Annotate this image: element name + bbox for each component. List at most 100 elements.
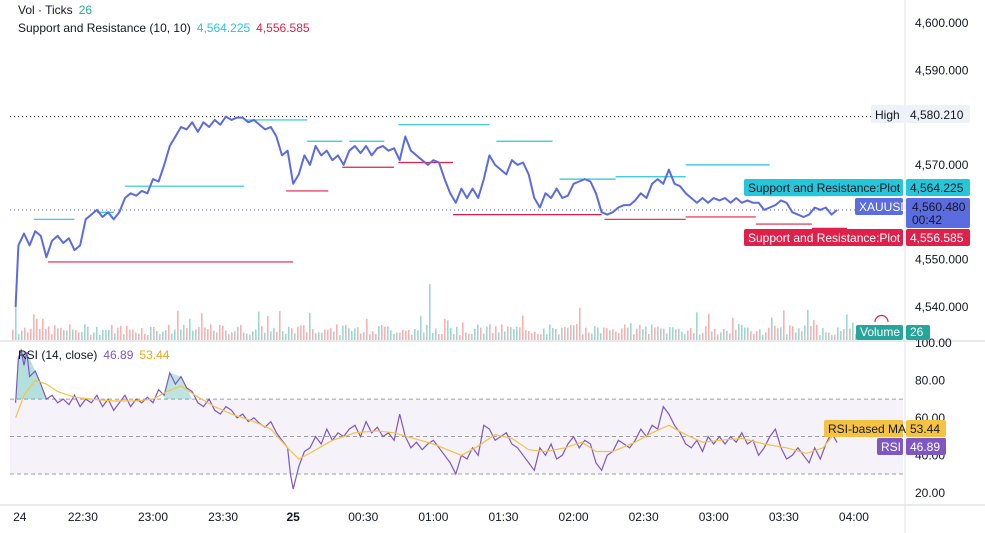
volume-bar bbox=[681, 331, 683, 340]
volume-bar bbox=[168, 324, 170, 340]
time-tick-label: 25 bbox=[287, 510, 301, 524]
volume-bar bbox=[291, 328, 293, 340]
volume-bar bbox=[333, 331, 335, 340]
volume-bar bbox=[594, 326, 596, 340]
time-tick-label: 23:30 bbox=[208, 510, 238, 524]
volume-bar bbox=[231, 332, 233, 340]
volume-bar bbox=[747, 327, 749, 340]
volume-bar bbox=[819, 334, 821, 340]
volume-bar bbox=[198, 326, 200, 340]
volume-bar bbox=[657, 326, 659, 340]
symbol-tag: XAUUSD bbox=[859, 200, 909, 214]
volume-bar bbox=[510, 327, 512, 340]
time-tick-label: 02:00 bbox=[559, 510, 589, 524]
volume-bar bbox=[183, 324, 185, 340]
rsi-label-tag: RSI bbox=[881, 440, 901, 454]
volume-bar bbox=[480, 327, 482, 340]
volume-bar bbox=[201, 313, 203, 340]
volume-bar bbox=[579, 307, 581, 340]
volume-bar bbox=[804, 325, 806, 340]
volume-bar bbox=[150, 326, 152, 340]
volume-bar bbox=[117, 327, 119, 340]
volume-bar bbox=[687, 330, 689, 340]
volume-bar bbox=[339, 335, 341, 340]
volume-bar bbox=[585, 327, 587, 340]
volume-bar bbox=[777, 328, 779, 340]
volume-bar bbox=[315, 333, 317, 340]
volume-bar bbox=[141, 328, 143, 340]
volume-bar bbox=[288, 326, 290, 340]
volume-bar bbox=[498, 332, 500, 340]
volume-bar bbox=[738, 324, 740, 340]
volume-bar bbox=[351, 330, 353, 340]
volume-bar bbox=[645, 326, 647, 340]
volume-bar bbox=[741, 324, 743, 340]
rsi-ma-line bbox=[15, 379, 838, 460]
time-tick-label: 01:30 bbox=[488, 510, 518, 524]
volume-bar bbox=[696, 312, 698, 340]
price-line bbox=[14, 115, 838, 307]
time-tick-label: 02:30 bbox=[629, 510, 659, 524]
price-tick-label: 4,600.000 bbox=[915, 16, 969, 30]
volume-bar bbox=[321, 332, 323, 340]
rsi-label-tag-bg bbox=[877, 438, 903, 455]
volume-bar bbox=[573, 325, 575, 340]
volume-bar bbox=[540, 334, 542, 340]
volume-bar bbox=[783, 310, 785, 340]
volume-bar bbox=[810, 326, 812, 340]
volume-bar bbox=[123, 334, 125, 340]
rsi-ma-value-tag: 53.44 bbox=[910, 422, 940, 436]
volume-bar bbox=[399, 332, 401, 340]
volume-bar bbox=[72, 329, 74, 340]
volume-bar bbox=[54, 325, 56, 340]
volume-bar bbox=[795, 332, 797, 340]
volume-bar bbox=[234, 331, 236, 340]
volume-bar bbox=[615, 331, 617, 340]
volume-bar bbox=[180, 329, 182, 340]
volume-bar bbox=[486, 326, 488, 340]
volume-bar bbox=[435, 328, 437, 340]
volume-bar bbox=[633, 334, 635, 340]
volume-bar bbox=[177, 310, 179, 340]
volume-bar bbox=[243, 332, 245, 340]
volume-bar bbox=[684, 333, 686, 340]
time-tick-label: 22:30 bbox=[68, 510, 98, 524]
volume-bar bbox=[366, 318, 368, 340]
sr-legend-lower: 4,556.585 bbox=[256, 21, 310, 35]
time-tick-label: 04:00 bbox=[839, 510, 869, 524]
rsi-legend: RSI (14, close) 46.89 53.44 bbox=[18, 348, 175, 362]
volume-bar bbox=[108, 329, 110, 340]
volume-bar bbox=[156, 331, 158, 340]
volume-bar bbox=[252, 331, 254, 340]
volume-bar bbox=[672, 327, 674, 340]
volume-bar bbox=[222, 325, 224, 340]
rsi-legend-label: RSI (14, close) bbox=[18, 348, 98, 362]
volume-bar bbox=[279, 311, 281, 340]
volume-bar bbox=[312, 329, 314, 340]
volume-bar bbox=[345, 324, 347, 340]
volume-bar bbox=[726, 330, 728, 340]
rsi-tick-label: 80.00 bbox=[915, 373, 945, 387]
volume-bar bbox=[501, 324, 503, 340]
volume-bar bbox=[618, 333, 620, 340]
volume-bar bbox=[714, 328, 716, 340]
rsi-legend-value: 46.89 bbox=[103, 348, 134, 362]
volume-bar bbox=[543, 328, 545, 340]
volume-bar bbox=[90, 334, 92, 340]
volume-bar bbox=[273, 328, 275, 340]
volume-bar bbox=[774, 325, 776, 340]
sr-legend: Support and Resistance (10, 10) 4,564.225… bbox=[18, 21, 316, 35]
volume-bar bbox=[12, 329, 14, 340]
volume-bar bbox=[555, 329, 557, 340]
volume-bar bbox=[744, 327, 746, 340]
volume-bar bbox=[702, 333, 704, 340]
volume-bar bbox=[711, 331, 713, 340]
volume-bar bbox=[99, 334, 101, 340]
volume-bar bbox=[732, 317, 734, 340]
volume-bar bbox=[153, 327, 155, 340]
volume-bar bbox=[306, 332, 308, 340]
volume-bar bbox=[45, 328, 47, 340]
volume-bar bbox=[381, 325, 383, 340]
volume-bar bbox=[30, 328, 32, 340]
